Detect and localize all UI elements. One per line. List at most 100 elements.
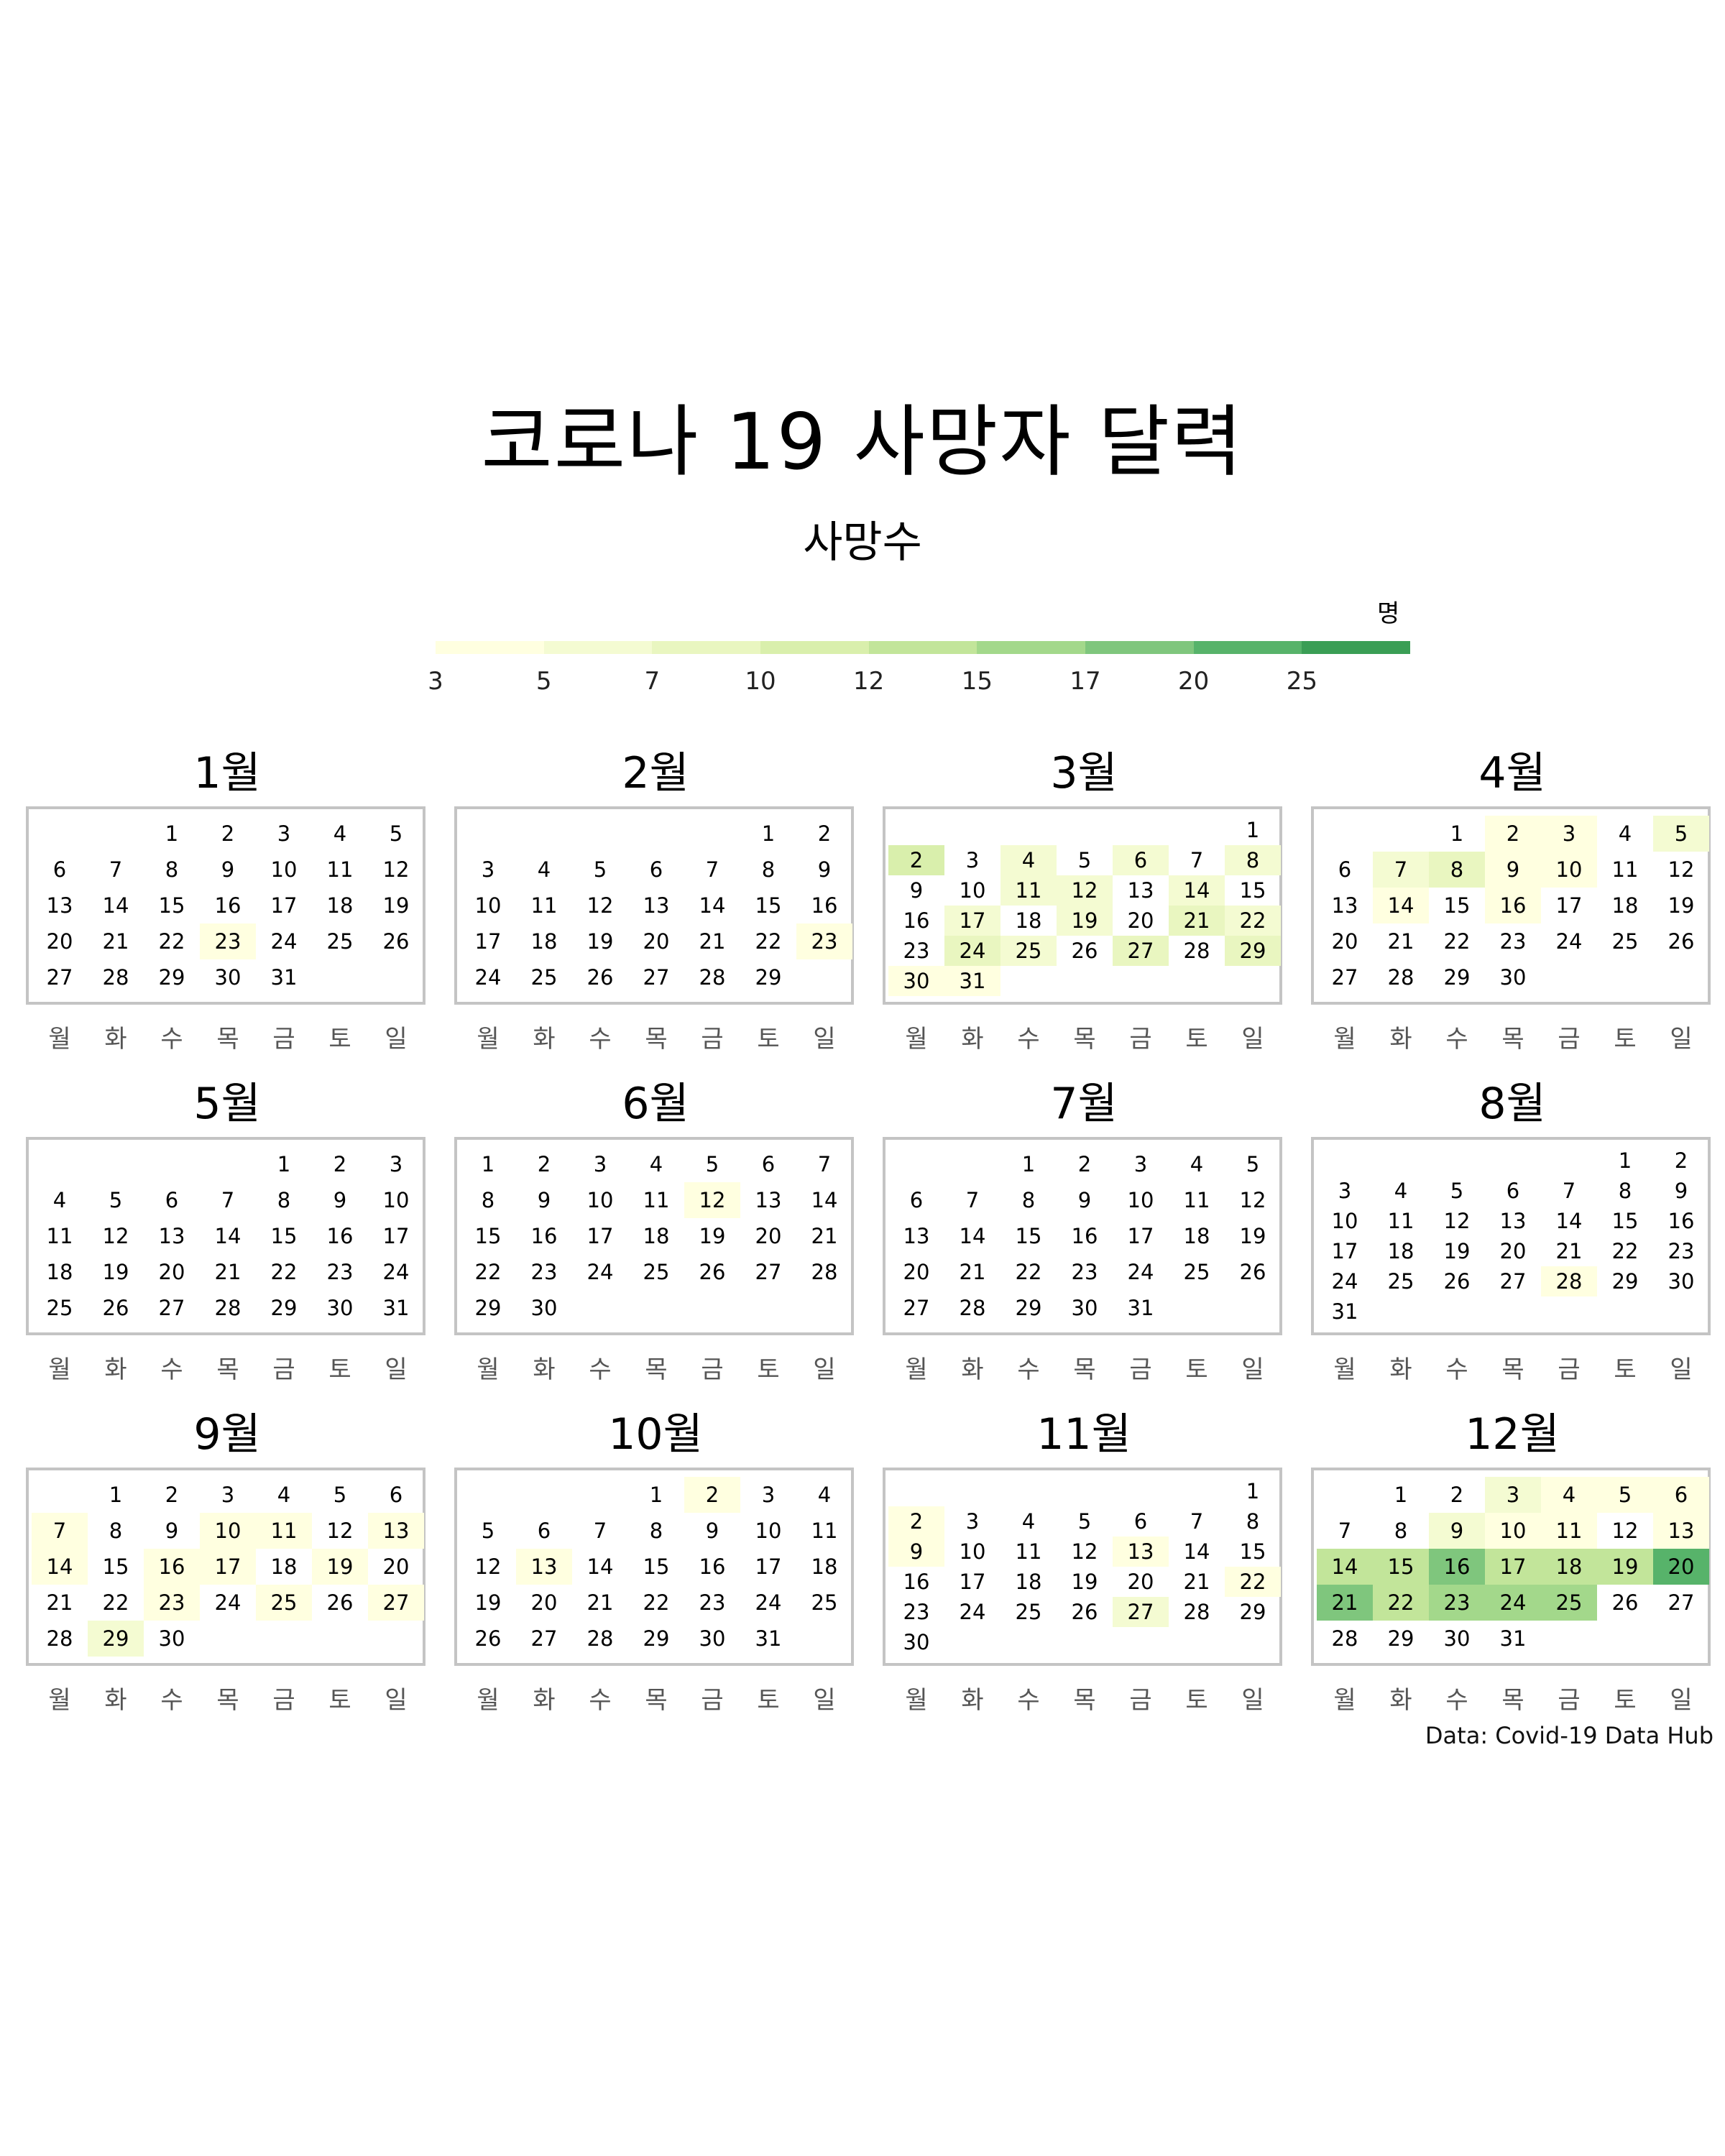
legend-swatch	[760, 641, 870, 654]
day-cell: 17	[586, 1224, 614, 1248]
day-cell: 23	[326, 1260, 354, 1284]
day-cell: 1	[1450, 821, 1464, 846]
day-cell: 20	[382, 1554, 410, 1579]
month-frame	[883, 1137, 1282, 1335]
weekday-label: 목	[645, 1355, 668, 1384]
day-cell: 1	[481, 1152, 495, 1176]
day-cell: 2	[888, 845, 944, 875]
day-cell: 21	[586, 1590, 614, 1615]
weekday-label: 일	[1241, 1355, 1264, 1384]
color-legend: 명 3 5 7 10 12 15 17 20 25	[0, 0, 1725, 719]
day-cell: 25	[530, 965, 558, 990]
day-cell: 31	[755, 1626, 782, 1651]
legend-tick-label: 12	[853, 667, 885, 696]
day-cell: 27	[755, 1260, 782, 1284]
day-cell: 22	[102, 1590, 129, 1615]
day-cell: 25	[1000, 936, 1057, 966]
month-calendar: 10월 1 2 3 4 5 6 7 8 9 10 11 12 13 14 15 16 17 18 19 20 21 22 23…	[454, 1413, 857, 1715]
day-cell: 13	[158, 1224, 185, 1248]
day-cell: 9	[537, 1188, 551, 1212]
weekday-label: 화	[1389, 1355, 1412, 1384]
day-cell: 17	[270, 893, 298, 918]
weekday-label: 일	[1241, 1025, 1264, 1054]
day-cell: 2	[817, 821, 832, 846]
month-frame	[454, 1137, 854, 1335]
weekday-label: 화	[1389, 1025, 1412, 1054]
day-cell: 5	[593, 857, 607, 882]
month-title: 5월	[193, 1079, 261, 1129]
day-cell: 9	[1674, 1179, 1688, 1203]
day-cell: 5	[109, 1188, 123, 1212]
day-cell: 5	[1653, 816, 1709, 852]
day-cell: 13	[46, 893, 73, 918]
weekday-label: 토	[328, 1025, 351, 1054]
day-cell: 11	[1541, 1513, 1597, 1549]
day-cell: 21	[1169, 906, 1225, 936]
day-cell: 9	[165, 1519, 179, 1543]
day-cell: 4	[537, 857, 551, 882]
month-frame	[454, 1468, 854, 1666]
day-cell: 15	[643, 1554, 670, 1579]
weekday-label: 일	[1670, 1686, 1693, 1715]
day-cell: 17	[382, 1224, 410, 1248]
day-cell: 29	[643, 1626, 670, 1651]
weekday-label: 토	[757, 1355, 780, 1384]
weekday-label: 토	[1185, 1355, 1208, 1384]
day-cell: 6	[761, 1152, 776, 1176]
day-cell: 21	[959, 1260, 986, 1284]
weekday-label: 월	[905, 1355, 928, 1384]
month-title: 12월	[1465, 1409, 1560, 1460]
day-cell: 28	[46, 1626, 73, 1651]
weekday-label: 일	[813, 1686, 836, 1715]
day-cell: 30	[1443, 1626, 1471, 1651]
legend-tick-label: 10	[745, 667, 776, 696]
day-cell: 2	[165, 1483, 179, 1507]
day-cell: 15	[1015, 1224, 1042, 1248]
day-cell: 18	[1015, 908, 1042, 933]
day-cell: 10	[755, 1519, 782, 1543]
day-cell: 11	[1611, 857, 1639, 882]
day-cell: 12	[1239, 1188, 1266, 1212]
month-title: 8월	[1478, 1079, 1546, 1129]
day-cell: 21	[1317, 1585, 1373, 1621]
day-cell: 28	[699, 965, 726, 990]
legend-swatch	[436, 641, 545, 654]
weekday-label: 화	[533, 1025, 556, 1054]
day-cell: 4	[1541, 1477, 1597, 1513]
day-cell: 16	[214, 893, 242, 918]
weekday-label: 화	[961, 1686, 984, 1715]
weekday-label: 금	[272, 1355, 295, 1384]
day-cell: 20	[1127, 1570, 1154, 1594]
day-cell: 19	[102, 1260, 129, 1284]
day-cell: 8	[1246, 1509, 1260, 1534]
day-cell: 10	[382, 1188, 410, 1212]
month-frame	[26, 1137, 426, 1335]
day-cell: 21	[1387, 929, 1414, 954]
day-cell: 19	[699, 1224, 726, 1248]
weekday-label: 일	[813, 1355, 836, 1384]
day-cell: 15	[1611, 1209, 1639, 1233]
day-cell: 3	[593, 1152, 607, 1176]
day-cell: 10	[1127, 1188, 1154, 1212]
day-cell: 10	[474, 893, 502, 918]
day-cell: 14	[959, 1224, 986, 1248]
month-title: 10월	[608, 1409, 703, 1460]
day-cell: 21	[46, 1590, 73, 1615]
day-cell: 23	[144, 1585, 200, 1621]
day-cell: 2	[1450, 1483, 1464, 1507]
day-cell: 24	[959, 1600, 986, 1624]
weekday-label: 토	[1614, 1025, 1637, 1054]
day-cell: 18	[46, 1260, 73, 1284]
day-cell: 1	[1246, 818, 1260, 842]
day-cell: 22	[474, 1260, 502, 1284]
weekday-label: 수	[1017, 1025, 1040, 1054]
month-calendar: 5월 1 2 3 4 5 6 7 8 9 10 11 12 13 14 15 16 17 18 19 20 21 22 23 2…	[26, 1082, 428, 1384]
day-cell: 28	[1541, 1266, 1597, 1296]
weekday-label: 목	[1501, 1025, 1524, 1054]
day-cell: 8	[649, 1519, 663, 1543]
day-cell: 27	[1113, 936, 1169, 966]
day-cell: 25	[1183, 1260, 1210, 1284]
month-calendar: 11월 1 2 3 4 5 6 7 8 9 10 11 12 13 14 15 16 17 18 19 20 21 22 23…	[883, 1413, 1285, 1715]
month-calendar: 3월 1 2 3 4 5 6 7 8 9 10 11 12 13 14 15 16 17 18 19 20 21 22 23 2…	[883, 752, 1285, 1054]
day-cell: 12	[1668, 857, 1695, 882]
